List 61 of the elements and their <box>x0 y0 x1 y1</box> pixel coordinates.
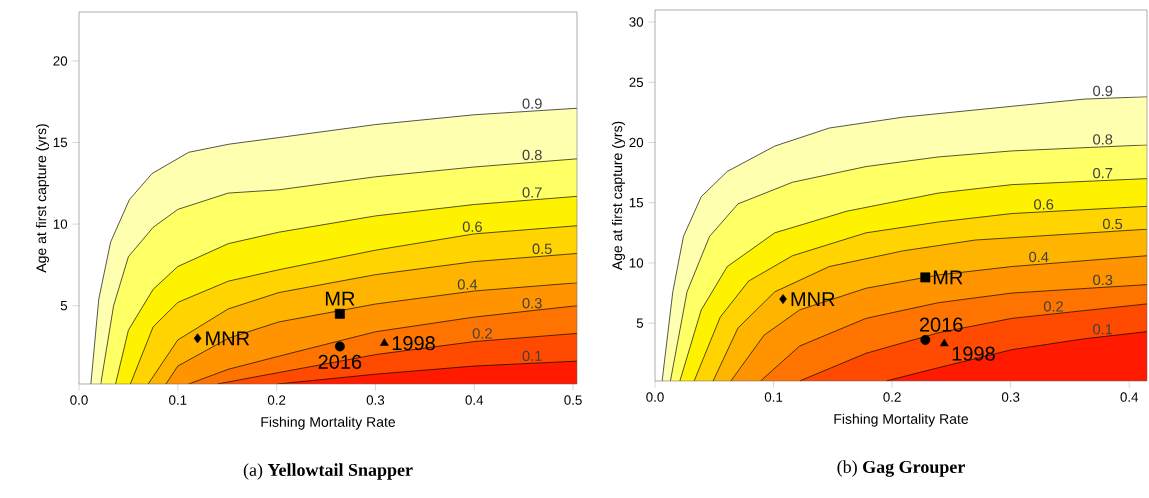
x-tick-label: 0.5 <box>564 395 582 405</box>
series-label: 0.5 <box>532 243 552 254</box>
series-label: 0.6 <box>1034 199 1054 210</box>
x-tick-label: 0.4 <box>1120 392 1139 402</box>
series-label: 0.9 <box>1093 85 1113 97</box>
point <box>920 272 931 283</box>
series-label: 0.3 <box>1093 274 1113 286</box>
series-label: 1998 <box>952 346 995 361</box>
series-label: 0.3 <box>522 298 542 309</box>
x-tick-label: 0.2 <box>883 392 901 402</box>
series-label: 2016 <box>318 354 362 369</box>
series-label: 0.9 <box>522 98 542 109</box>
series-label: 0.7 <box>1093 167 1113 179</box>
x-tick-label: 0.3 <box>1001 392 1020 402</box>
series-label: MR <box>933 270 963 285</box>
y-axis-title: Age at first capture (yrs) <box>35 124 49 273</box>
series-label: MR <box>325 291 355 306</box>
y-tick-label: 30 <box>629 17 644 27</box>
point <box>334 308 345 319</box>
series-label: MNR <box>791 292 835 306</box>
y-axis-title: Age at first capture (yrs) <box>611 121 625 271</box>
series-label: 0.8 <box>1093 134 1113 145</box>
point <box>920 335 931 345</box>
y-tick-label: 5 <box>60 301 68 311</box>
point <box>193 333 202 344</box>
text: (a) Yellowtail Snapper <box>243 463 413 480</box>
x-axis-title: Fishing Mortality Rate <box>261 416 396 430</box>
series-label: 0.4 <box>1029 251 1049 263</box>
x-tick-label: 0.1 <box>764 392 783 402</box>
y-tick-label: 10 <box>53 219 68 229</box>
x-tick-label: 0.3 <box>366 395 385 405</box>
y-tick-label: 5 <box>636 318 644 328</box>
point <box>380 338 389 346</box>
y-tick-label: 10 <box>629 258 644 268</box>
y-tick-label: 15 <box>53 137 68 148</box>
x-tick-label: 0.2 <box>267 395 286 405</box>
y-tick-label: 25 <box>629 77 644 87</box>
x-tick-label: 0.4 <box>465 395 484 405</box>
y-tick-label: 20 <box>629 137 644 148</box>
series-label: 1998 <box>392 336 435 351</box>
series-label: 0.7 <box>522 187 542 198</box>
y-tick-label: 20 <box>53 56 68 66</box>
x-tick-label: 0.0 <box>646 392 664 402</box>
point <box>939 338 949 347</box>
text: (b) Gag Grouper <box>837 460 965 477</box>
point <box>779 294 787 305</box>
x-axis-title: Fishing Mortality Rate <box>834 413 969 427</box>
series-label: 2016 <box>919 317 963 332</box>
x-tick-label: 0.1 <box>169 395 187 405</box>
series-label: 0.1 <box>522 350 542 362</box>
series-label: MNR <box>206 331 250 346</box>
series-label: 0.1 <box>1093 324 1113 335</box>
series-label: 0.4 <box>457 279 478 290</box>
series-label: 0.2 <box>472 328 492 339</box>
series-label: 0.2 <box>1043 301 1063 312</box>
y-tick-label: 15 <box>629 198 644 208</box>
series-label: 0.6 <box>462 221 482 232</box>
series-label: 0.5 <box>1102 218 1123 230</box>
point <box>334 341 345 352</box>
series-label: 0.8 <box>522 149 542 161</box>
x-tick-label: 0.0 <box>70 395 88 405</box>
